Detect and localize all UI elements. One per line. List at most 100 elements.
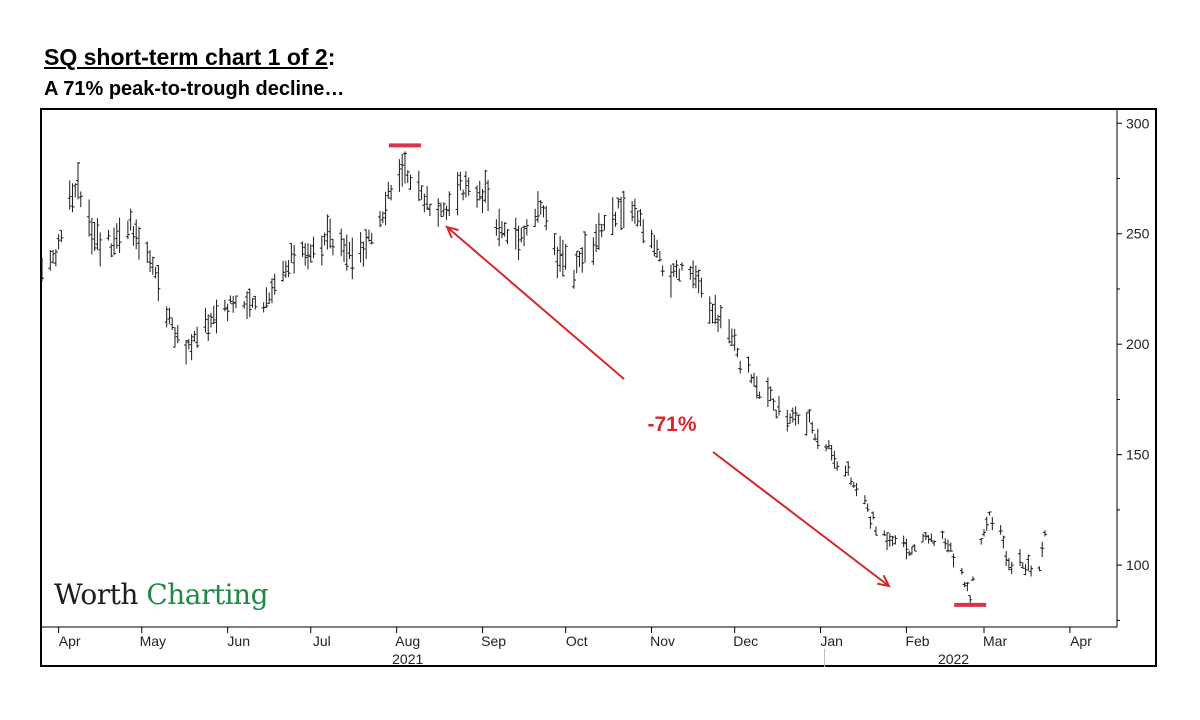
price-bar	[505, 229, 510, 245]
price-bar	[272, 273, 277, 295]
price-bar	[535, 191, 540, 223]
price-bar	[233, 295, 238, 309]
x-axis: Apr May Jun Jul Aug Sep Oct Nov Dec Jan Feb Mar Apr 2…	[42, 626, 1117, 667]
price-bar	[533, 208, 538, 228]
y-tick-label: 150	[1126, 447, 1150, 463]
price-bar	[824, 444, 829, 452]
price-bar	[214, 299, 219, 334]
decline-arrows: -71%	[445, 225, 891, 588]
price-bar	[945, 539, 950, 553]
price-bar	[51, 249, 56, 264]
price-bar	[366, 229, 371, 242]
price-bar	[696, 269, 701, 294]
price-bar	[984, 516, 989, 531]
price-bar	[458, 171, 463, 191]
price-bar	[405, 170, 410, 184]
price-bar	[267, 292, 272, 304]
price-bar	[322, 232, 327, 246]
price-bar	[851, 482, 856, 488]
price-bar	[386, 181, 391, 199]
x-tick-label: Jan	[820, 633, 843, 649]
price-bar	[350, 237, 355, 280]
price-bar	[732, 329, 737, 351]
worth-charting-logo: Worth Charting	[54, 578, 269, 611]
price-bar	[926, 535, 931, 544]
price-bar	[444, 205, 449, 220]
price-bar	[89, 217, 94, 255]
price-bar	[962, 581, 967, 588]
price-bar	[998, 525, 1003, 535]
price-bar	[785, 409, 790, 432]
price-bar	[746, 356, 751, 373]
price-bar	[319, 235, 324, 266]
price-bar	[330, 238, 335, 256]
price-bar	[524, 219, 529, 236]
arrow-shaft	[446, 226, 625, 380]
price-bar	[311, 236, 316, 259]
price-bar	[738, 360, 743, 374]
price-bar	[502, 222, 507, 237]
price-bar	[630, 201, 635, 222]
price-bar	[1004, 551, 1009, 567]
price-bar	[402, 151, 407, 184]
price-bar	[48, 250, 53, 271]
price-bar	[347, 241, 352, 259]
price-bar	[959, 567, 964, 575]
price-bar	[826, 440, 831, 450]
y-tick-label: 100	[1126, 557, 1150, 573]
price-bar	[729, 328, 734, 346]
price-bar	[397, 159, 402, 192]
price-bar	[156, 265, 161, 301]
price-bar	[148, 249, 153, 272]
price-bar	[901, 535, 906, 548]
price-bar	[807, 409, 812, 423]
y-tick-label: 200	[1126, 336, 1150, 352]
price-bar	[461, 189, 466, 201]
price-bar	[774, 409, 779, 419]
price-bar	[890, 535, 895, 547]
price-bar	[344, 234, 349, 271]
price-bar	[416, 170, 421, 202]
price-bar	[649, 229, 654, 249]
price-bar	[552, 233, 557, 256]
price-bar	[1009, 561, 1014, 575]
price-bar	[813, 433, 818, 441]
price-bar	[854, 483, 859, 497]
price-bar	[114, 223, 119, 249]
price-bar	[153, 266, 158, 279]
price-bar	[970, 576, 975, 581]
arrow-shaft	[712, 451, 890, 587]
price-bar	[560, 239, 565, 277]
price-bar	[494, 219, 499, 236]
x-tick-label: Sep	[481, 633, 506, 649]
price-bar	[87, 199, 92, 237]
price-bar	[638, 209, 643, 227]
price-bar	[790, 407, 795, 423]
price-bar	[380, 211, 385, 224]
price-bar	[885, 532, 890, 551]
price-bar	[95, 218, 100, 250]
price-bar	[203, 308, 208, 333]
x-tick-label: Dec	[733, 633, 758, 649]
price-bar	[909, 546, 914, 555]
price-bar	[796, 414, 801, 425]
price-bar	[106, 230, 111, 241]
price-bar	[990, 517, 995, 531]
price-bar	[987, 511, 992, 516]
x-year-label: 2022	[938, 651, 969, 667]
y-axis: 100 150 200 250 300	[1116, 108, 1150, 627]
x-tick-label: Apr	[1070, 633, 1092, 649]
price-bar	[303, 243, 308, 266]
price-bar	[1026, 554, 1031, 571]
price-bar	[225, 303, 230, 322]
price-bar	[677, 268, 682, 282]
price-bar	[887, 533, 892, 547]
price-bar	[619, 196, 624, 231]
arrow-to-trough	[712, 451, 891, 588]
price-bar	[519, 227, 524, 243]
price-bar	[364, 229, 369, 259]
price-bar	[186, 338, 191, 350]
price-bar	[499, 221, 504, 239]
price-bar	[339, 228, 344, 257]
price-bar	[538, 200, 543, 215]
